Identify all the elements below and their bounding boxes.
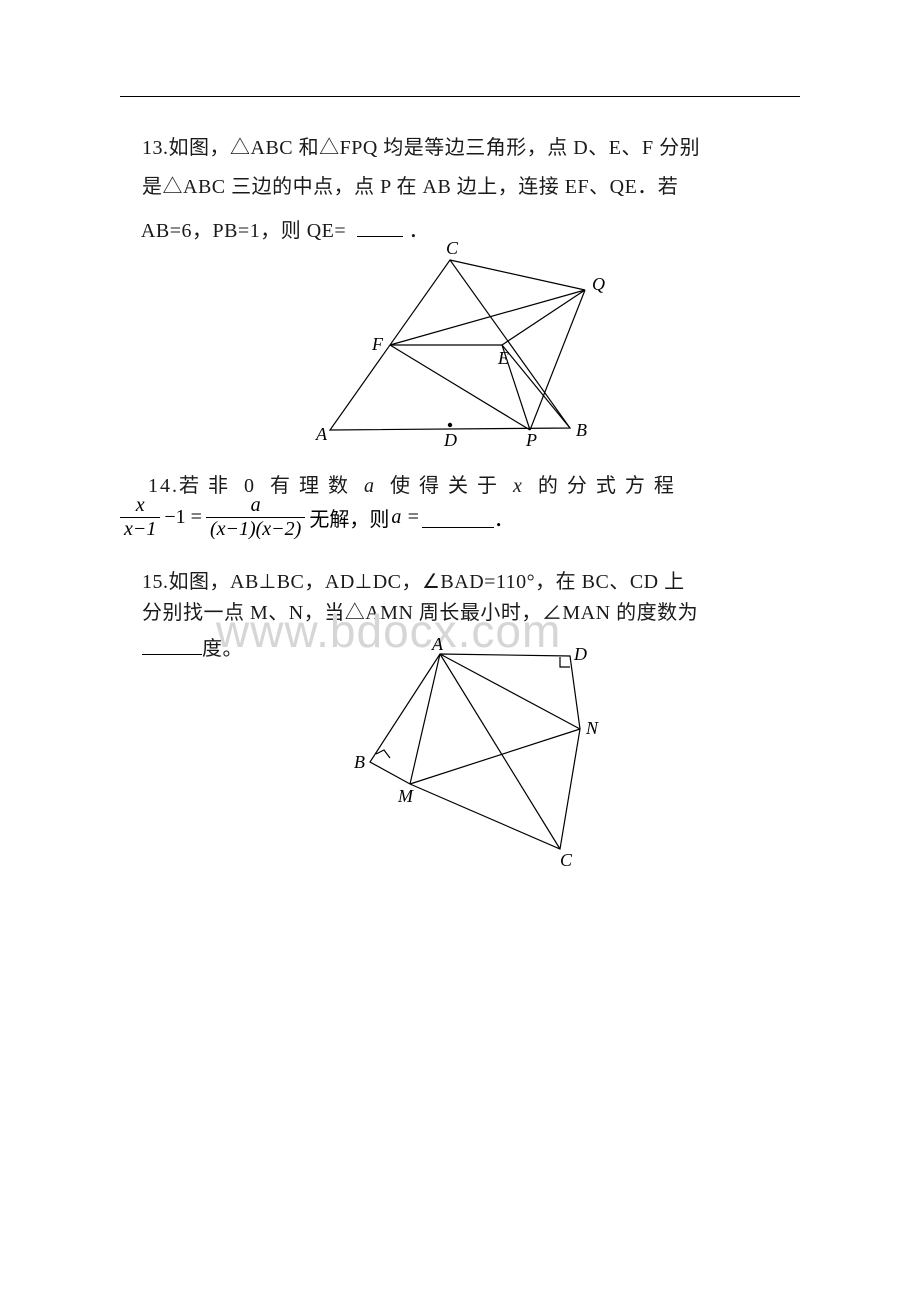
q15-blank — [142, 634, 202, 655]
svg-text:P: P — [525, 430, 537, 450]
page: 13.如图，△ABC 和△FPQ 均是等边三角形，点 D、E、F 分别 是△AB… — [0, 0, 920, 1302]
svg-text:N: N — [585, 718, 599, 738]
q15-figure: A D N B M C — [350, 636, 610, 866]
q14-x: x — [513, 475, 524, 497]
q14-l1-post: 的 分 式 方 程 — [524, 475, 676, 497]
svg-text:A: A — [431, 636, 444, 654]
q14-blank — [422, 507, 494, 528]
q14-a-eq: a = — [389, 506, 422, 529]
q13-blank — [357, 216, 403, 237]
svg-text:D: D — [443, 430, 457, 450]
top-rule — [120, 96, 800, 97]
q14-minus1-eq: −1 = — [160, 506, 206, 529]
q14-post: ． — [494, 503, 514, 532]
q14-frac-right: a (x−1)(x−2) — [206, 494, 305, 541]
q14-num-right: a — [206, 494, 305, 518]
q14-den-left: x−1 — [120, 518, 160, 541]
svg-text:B: B — [576, 420, 587, 440]
q13-line3-pre: AB=6，PB=1，则 QE= — [141, 220, 357, 242]
q13-number: 13. — [142, 137, 169, 159]
q14-tail-text: 无解，则 — [305, 503, 389, 532]
q14-num-left: x — [120, 494, 160, 518]
q13-figure: A B C D E F P Q — [310, 240, 610, 450]
svg-text:A: A — [315, 424, 328, 444]
q13-line3-post: ． — [403, 220, 429, 242]
svg-text:E: E — [497, 348, 509, 368]
svg-text:C: C — [446, 240, 459, 258]
svg-text:Q: Q — [592, 274, 605, 294]
q13-line1-text: 如图，△ABC 和△FPQ 均是等边三角形，点 D、E、F 分别 — [169, 137, 701, 159]
svg-text:C: C — [560, 850, 573, 866]
svg-text:B: B — [354, 752, 365, 772]
q14-frac-left: x x−1 — [120, 494, 160, 541]
q14-eq: x x−1 −1 = a (x−1)(x−2) 无解，则 a = ． — [120, 494, 514, 541]
svg-text:F: F — [371, 334, 384, 354]
q14-den-right: (x−1)(x−2) — [206, 518, 305, 541]
svg-text:D: D — [573, 644, 587, 664]
svg-text:M: M — [397, 786, 414, 806]
q13-line2-text: 是△ABC 三边的中点，点 P 在 AB 边上，连接 EF、QE．若 — [142, 176, 678, 198]
